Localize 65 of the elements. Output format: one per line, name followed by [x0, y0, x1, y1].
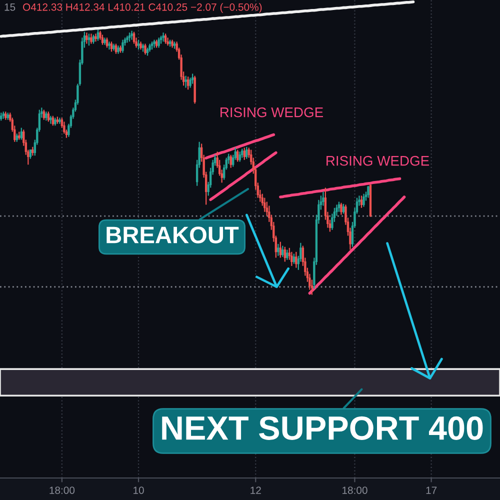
x-tick-label: 10	[134, 486, 144, 494]
candlestick	[130, 30, 133, 40]
candlestick	[42, 109, 46, 120]
candlestick	[230, 154, 232, 168]
candlestick	[164, 33, 167, 44]
candlestick	[238, 151, 241, 162]
candlestick	[88, 33, 90, 46]
candlestick	[295, 251, 298, 268]
candlestick	[106, 37, 108, 48]
candlestick	[90, 33, 92, 44]
candlestick	[362, 193, 365, 208]
candlestick	[246, 146, 248, 160]
candlestick	[342, 203, 345, 214]
candlestick	[186, 76, 190, 90]
candlestick	[86, 32, 88, 44]
candlestick	[122, 39, 124, 54]
candlestick	[243, 147, 246, 160]
candlestick	[110, 41, 113, 52]
candlestick	[144, 43, 146, 56]
candlestick	[166, 37, 169, 46]
candlestick	[96, 29, 100, 42]
x-tick-label: 18:00	[50, 486, 75, 494]
candlestick	[20, 127, 22, 140]
text: NEXT SUPPORT 400	[162, 416, 483, 440]
candlestick	[108, 41, 110, 50]
candlestick	[284, 246, 286, 262]
candlestick	[94, 33, 97, 42]
candlestick	[63, 121, 66, 134]
candlestick	[236, 149, 239, 162]
candlestick	[264, 197, 266, 212]
candlestick	[191, 73, 194, 84]
text: 15	[4, 4, 16, 11]
candlestick	[279, 241, 282, 258]
candlestick	[114, 43, 118, 54]
candlestick	[360, 195, 363, 208]
candlestick	[92, 34, 95, 44]
candlestick	[367, 185, 370, 198]
candlestick	[184, 75, 187, 88]
text: O412.33 H412.34 L410.21 C410.25 −2.07 (−0.50%)	[23, 3, 262, 13]
candlestick	[189, 77, 192, 88]
x-tick-label: 18:00	[342, 486, 368, 494]
annotation: BREAKOUT	[106, 226, 239, 244]
candlestick	[322, 191, 324, 206]
annotation: RISING WEDGE	[220, 107, 323, 118]
candlestick	[29, 149, 32, 160]
candlestick	[286, 249, 288, 260]
candlestick	[162, 32, 164, 42]
candlestick	[338, 201, 340, 212]
candlestick	[47, 111, 50, 122]
candlestick	[52, 115, 54, 126]
candlestick	[101, 34, 104, 46]
x-tick-label: 12	[250, 486, 261, 494]
candlestick	[277, 243, 280, 256]
candlestick	[282, 245, 284, 258]
candlestick	[137, 39, 140, 50]
annotation: RISING WEDGE	[326, 156, 429, 166]
candlestick	[290, 251, 293, 266]
x-tick-label: 17	[426, 486, 437, 494]
candlestick	[158, 37, 160, 48]
candlestick	[132, 31, 136, 44]
candlestick	[128, 32, 131, 42]
candlestick	[292, 253, 296, 264]
candlestick	[45, 111, 48, 122]
candlestick	[340, 202, 342, 216]
candlestick	[241, 148, 244, 158]
